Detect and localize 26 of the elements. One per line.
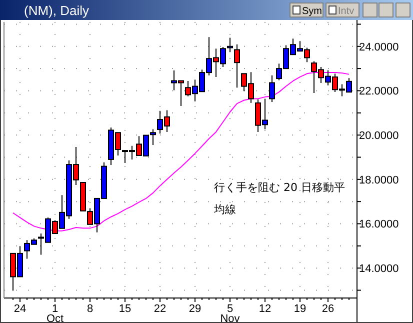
annotation: 行く手を阻む 20 日移動平均線 [214,180,346,218]
text: Oct [46,313,64,323]
candlestick [234,44,240,88]
y-tick-label: 22.0000 [359,86,399,98]
x-tick-label: 24 [14,303,26,315]
y-tick-label: 14.0000 [359,263,399,276]
x-tick-label: 8 [86,303,94,315]
text: Intv [338,6,354,17]
x-tick-label: 12 [258,303,272,315]
y-tick-label: 24.0000 [359,41,399,54]
x-tick-label: 29 [188,303,202,315]
x-tick-label: 15 [118,303,132,315]
y-tick-label: 18.0000 [359,174,399,186]
x-tick-label: 22 [154,303,166,315]
text: Sym [302,6,322,17]
text: Nov [220,313,240,323]
candlestick [150,128,156,146]
candlestick [227,37,233,53]
x-tick-label: 5 [226,303,234,315]
title: (NM), Daily [24,3,89,18]
x-tick-label: 26 [322,303,334,315]
y-tick-label: 16.0000 [359,218,399,231]
x-tick-label: 19 [294,303,306,315]
y-tick-label: 20.0000 [359,130,399,142]
x-tick-label: 1 [52,303,58,315]
candlestick [269,74,275,103]
